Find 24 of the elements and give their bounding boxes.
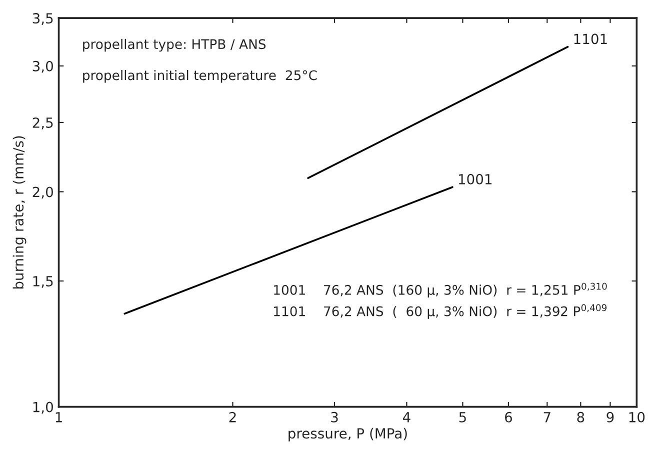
annotation: propellant type: HTPB / ANS — [83, 38, 266, 52]
x-tick-label: 5 — [459, 412, 466, 422]
x-axis-title: pressure, P (MPa) — [288, 428, 407, 442]
y-tick-label: 3,0 — [32, 60, 53, 73]
x-tick-label: 1 — [56, 412, 62, 422]
annotation: propellant initial temperature 25°C — [83, 70, 317, 83]
series-label: 1001 — [458, 174, 492, 184]
x-tick-label: 7 — [544, 412, 550, 422]
x-tick-label: 3 — [331, 412, 338, 422]
x-tick-label: 6 — [505, 412, 512, 422]
y-tick-label: 1,0 — [33, 402, 53, 414]
x-tick-label: 8 — [577, 412, 584, 422]
series-label: 1101 — [574, 34, 607, 44]
annotation: 1101 76,2 ANS ( 60 μ, 3% NiO) r = 1,392 P$^{0,409}$ — [274, 304, 607, 319]
annotation: 1001 76,2 ANS (160 μ, 3% NiO) r = 1,251 P$^{0,310}$ — [274, 282, 607, 298]
y-tick-label: 1,5 — [33, 276, 53, 288]
x-tick-label: 9 — [606, 412, 614, 422]
x-tick-label: 4 — [402, 412, 410, 422]
y-axis-title: burning rate, r (mm/s) — [12, 136, 26, 289]
y-tick-label: 3,5 — [32, 13, 53, 25]
x-tick-label: 10 — [629, 412, 645, 422]
y-tick-label: 2,0 — [32, 186, 53, 199]
x-tick-label: 2 — [229, 412, 236, 422]
y-tick-label: 2,5 — [32, 117, 53, 130]
